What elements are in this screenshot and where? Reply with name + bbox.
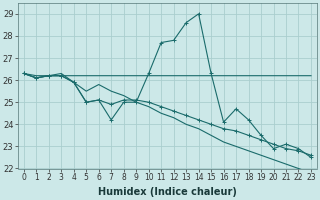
- X-axis label: Humidex (Indice chaleur): Humidex (Indice chaleur): [98, 187, 237, 197]
